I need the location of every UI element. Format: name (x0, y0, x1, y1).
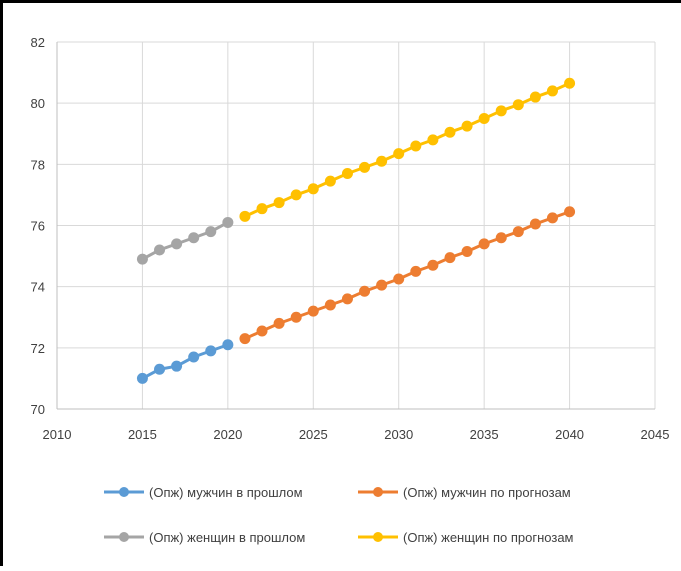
series-1-point (205, 345, 217, 357)
series-2-point (239, 333, 251, 345)
x-tick-label: 2045 (641, 427, 670, 442)
series-1-point (136, 372, 148, 384)
series-4-point (410, 140, 422, 152)
x-tick-label: 2015 (128, 427, 157, 442)
series-4-point (393, 148, 405, 160)
legend-label: (Опж) мужчин по прогнозам (403, 485, 571, 500)
series-2-point (529, 218, 541, 230)
series-4-point (564, 77, 576, 89)
series-2-point (393, 273, 405, 285)
legend-marker (119, 487, 129, 497)
series-4-point (512, 99, 524, 111)
x-tick-label: 2030 (384, 427, 413, 442)
series-4-point (307, 183, 319, 195)
legend-marker (373, 487, 383, 497)
series-2-point (444, 252, 456, 264)
axes (56, 42, 655, 410)
x-tick-label: 2035 (470, 427, 499, 442)
legend-item-2: (Опж) мужчин по прогнозам (358, 485, 571, 500)
series-2-point (461, 245, 473, 257)
series-2-point (376, 279, 388, 291)
series-4-point (341, 168, 353, 180)
series-4-point (273, 197, 285, 209)
series-4-point (495, 105, 507, 117)
series-3-point (205, 226, 217, 238)
legend-item-4: (Опж) женщин по прогнозам (358, 530, 574, 545)
series-3-point (222, 216, 234, 228)
series-2-point (546, 212, 558, 224)
legend-item-3: (Опж) женщин в прошлом (104, 530, 305, 545)
y-tick-label: 76 (31, 219, 45, 234)
series-2-point (495, 232, 507, 244)
y-tick-label: 70 (31, 402, 45, 417)
legend: (Опж) мужчин в прошлом (Опж) мужчин по пр… (104, 485, 574, 545)
legend-marker (119, 532, 129, 542)
series-1-point (222, 339, 234, 351)
tick-labels: 2010 2015 2020 2025 2030 2035 2040 2045 70 72 74 76… (31, 35, 670, 442)
legend-item-1: (Опж) мужчин в прошлом (104, 485, 303, 500)
line-chart: 2010 2015 2020 2025 2030 2035 2040 2045 70 72 74 76… (31, 35, 670, 545)
series-4-point (478, 112, 490, 124)
series-4-point (290, 189, 302, 201)
series-2-point (341, 293, 353, 305)
series-4-point (256, 203, 268, 215)
grid-lines (57, 41, 656, 409)
x-tick-label: 2025 (299, 427, 328, 442)
x-tick-label: 2040 (555, 427, 584, 442)
series-2-point (427, 259, 439, 271)
series-1-point (154, 363, 166, 375)
series-4-point (444, 126, 456, 138)
y-tick-label: 78 (31, 157, 45, 172)
series-2-point (512, 226, 524, 238)
legend-label: (Опж) женщин в прошлом (149, 530, 305, 545)
legend-label: (Опж) женщин по прогнозам (403, 530, 574, 545)
series-1-point (188, 351, 200, 363)
series-2-point (290, 311, 302, 323)
series-2-point (478, 238, 490, 250)
series-3-point (136, 253, 148, 265)
series-3-point (188, 232, 200, 244)
series-4-point (359, 161, 371, 173)
series-2-point (564, 206, 576, 218)
series-4-point (546, 85, 558, 97)
series-4-point (427, 134, 439, 146)
series-2-point (359, 285, 371, 297)
legend-marker (373, 532, 383, 542)
series-group (136, 77, 576, 384)
series-3-point (154, 244, 166, 256)
legend-label: (Опж) мужчин в прошлом (149, 485, 303, 500)
y-tick-label: 74 (31, 280, 45, 295)
x-tick-label: 2020 (213, 427, 242, 442)
y-tick-label: 82 (31, 35, 45, 50)
series-4-point (376, 155, 388, 167)
series-2-point (273, 317, 285, 329)
x-tick-label: 2010 (43, 427, 72, 442)
series-3-point (171, 238, 183, 250)
series-2-point (256, 325, 268, 337)
series-1-point (171, 360, 183, 372)
y-tick-label: 80 (31, 96, 45, 111)
series-2-point (324, 299, 336, 311)
y-tick-label: 72 (31, 341, 45, 356)
series-4-point (529, 91, 541, 103)
series-4-point (461, 120, 473, 132)
series-2-point (410, 265, 422, 277)
series-2-point (307, 305, 319, 317)
series-line-3 (141, 221, 229, 261)
series-4-point (324, 175, 336, 187)
series-4-point (239, 210, 251, 222)
